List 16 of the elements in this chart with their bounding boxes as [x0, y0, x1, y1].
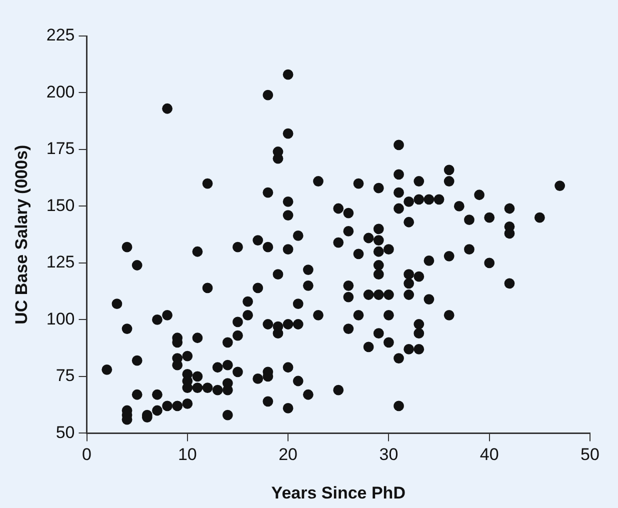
- y-tick-label: 150: [46, 196, 75, 215]
- x-tick-label: 30: [379, 445, 398, 464]
- y-tick-label: 100: [46, 309, 75, 328]
- y-tick-label: 75: [56, 366, 75, 386]
- y-tick-label: 50: [56, 422, 75, 442]
- y-tick-label: 200: [46, 82, 75, 102]
- x-tick-label: 40: [480, 445, 499, 464]
- x-axis-title: Years Since PhD: [271, 483, 406, 502]
- x-tick-label: 50: [580, 445, 600, 464]
- x-tick-label: 10: [178, 445, 197, 464]
- y-axis-title: UC Base Salary (000s): [12, 144, 31, 324]
- y-tick-label: 125: [46, 252, 75, 272]
- x-tick-label: 0: [82, 445, 92, 464]
- y-tick-label: 175: [46, 139, 75, 158]
- y-tick-label: 225: [46, 26, 75, 45]
- x-tick-label: 20: [278, 445, 298, 464]
